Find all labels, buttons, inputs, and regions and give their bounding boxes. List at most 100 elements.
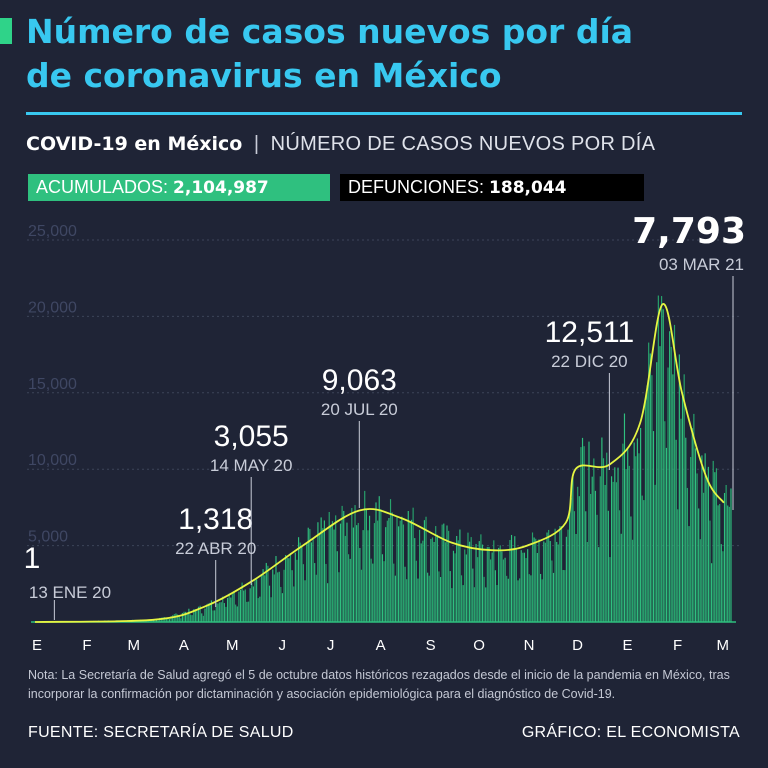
- bar: [583, 446, 585, 622]
- bar: [247, 601, 250, 622]
- bar: [344, 535, 346, 622]
- bar: [236, 606, 238, 622]
- bar: [662, 309, 664, 622]
- bar: [391, 512, 393, 622]
- title-line-2: de coronavirus en México: [26, 56, 502, 95]
- bar: [460, 575, 463, 622]
- bar: [370, 558, 372, 622]
- bar: [394, 575, 396, 622]
- bar: [215, 603, 217, 622]
- bar: [189, 614, 192, 622]
- annotation-first-case-value: 1: [24, 542, 41, 575]
- bar: [577, 486, 579, 622]
- bar: [646, 385, 648, 622]
- bar: [264, 575, 266, 622]
- bar: [585, 511, 587, 622]
- deaths-badge: DEFUNCIONES: 188,044: [340, 174, 644, 201]
- x-tick-label: S: [426, 637, 436, 654]
- bar: [501, 551, 503, 622]
- bar: [318, 533, 321, 622]
- bar: [530, 575, 532, 622]
- bar: [207, 603, 209, 622]
- bar: [693, 413, 695, 622]
- bar: [572, 476, 574, 622]
- bar: [409, 522, 411, 622]
- bar: [346, 522, 348, 622]
- bar: [383, 561, 385, 622]
- bar: [381, 554, 384, 622]
- bar: [214, 610, 216, 622]
- bar: [681, 394, 684, 622]
- x-tick-label: A: [376, 637, 386, 654]
- bar: [517, 580, 519, 622]
- bar: [157, 620, 159, 622]
- bar: [672, 374, 674, 622]
- x-tick-label: J: [278, 637, 286, 654]
- y-tick-label: 20,000: [28, 299, 77, 316]
- bar: [360, 569, 363, 622]
- bar: [277, 572, 279, 622]
- bar: [339, 523, 342, 622]
- bar: [317, 522, 319, 622]
- bar: [688, 526, 690, 622]
- x-tick-label: M: [226, 637, 239, 654]
- bar: [222, 596, 224, 622]
- bar: [562, 569, 564, 622]
- bar: [659, 346, 661, 622]
- bar: [373, 523, 375, 622]
- annotation-dec-22-value: 12,511: [545, 316, 635, 349]
- bar: [359, 548, 361, 622]
- bar: [604, 484, 606, 622]
- bar: [314, 563, 316, 622]
- bar: [609, 557, 611, 622]
- x-tick-label: M: [128, 637, 141, 654]
- bar: [661, 296, 663, 622]
- bar: [352, 527, 354, 622]
- bar: [612, 481, 614, 622]
- bar: [257, 598, 259, 622]
- bar: [549, 541, 551, 622]
- bar: [698, 508, 700, 622]
- bar: [385, 527, 387, 622]
- bar: [164, 617, 166, 622]
- bar: [596, 514, 598, 622]
- bar: [607, 510, 609, 622]
- bar: [410, 519, 413, 622]
- bar: [520, 550, 522, 622]
- bar: [536, 553, 538, 622]
- bar: [375, 502, 377, 622]
- bar: [320, 517, 322, 622]
- accumulated-badge: ACUMULADOS: 2,104,987: [28, 174, 330, 201]
- bar: [197, 606, 200, 622]
- bar: [643, 500, 645, 622]
- bar: [489, 559, 492, 622]
- bar: [414, 538, 416, 622]
- bar: [149, 620, 151, 622]
- bar: [557, 544, 559, 622]
- bar: [423, 520, 425, 622]
- bar: [552, 572, 555, 622]
- bar: [694, 448, 697, 622]
- bar: [551, 560, 553, 622]
- accumulated-label: ACUMULADOS:: [36, 177, 169, 197]
- bar: [528, 574, 530, 622]
- bar: [509, 540, 511, 622]
- bar: [514, 536, 516, 622]
- bar: [175, 613, 177, 622]
- annotation-mar-03-date: 03 MAR 21: [659, 255, 744, 274]
- chart-subtitle: COVID-19 en México | NÚMERO DE CASOS NUE…: [26, 133, 655, 156]
- bar: [309, 528, 311, 622]
- bar: [273, 574, 275, 622]
- bar: [598, 547, 600, 622]
- bar: [601, 437, 603, 622]
- bar: [299, 542, 301, 622]
- bar: [510, 534, 513, 622]
- bar: [259, 596, 261, 622]
- bar: [170, 616, 172, 622]
- y-tick-label: 25,000: [28, 223, 77, 240]
- bar: [567, 529, 569, 622]
- bar: [559, 526, 561, 622]
- bar: [331, 521, 334, 622]
- bar: [283, 569, 285, 622]
- bar: [686, 487, 688, 622]
